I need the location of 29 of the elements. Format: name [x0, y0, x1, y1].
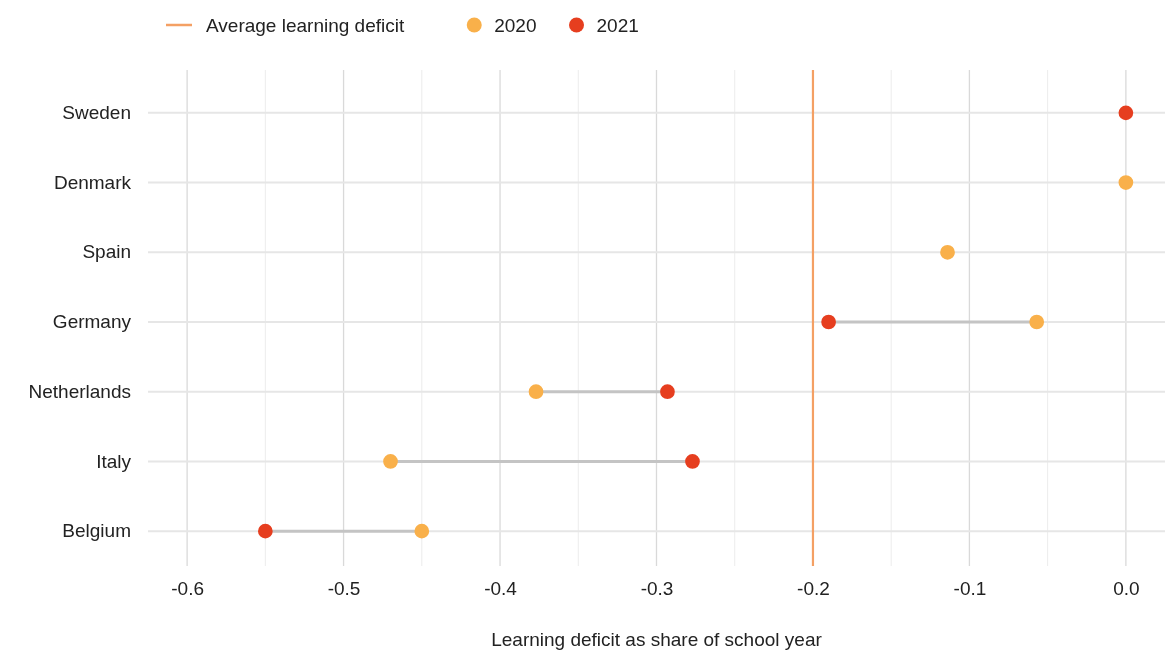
x-tick-label: -0.2 — [797, 578, 830, 600]
point — [660, 384, 675, 400]
y-tick-label: Italy — [96, 450, 132, 472]
x-tick-label: 0.0 — [1113, 578, 1140, 600]
point — [528, 384, 544, 400]
y-tick-label: Belgium — [62, 520, 131, 542]
point — [1118, 105, 1134, 121]
point — [257, 523, 273, 539]
point — [1118, 175, 1134, 190]
point — [821, 314, 836, 330]
x-axis-title: Learning deficit as share of school year — [491, 629, 823, 650]
legend-label: Average learning deficit — [206, 15, 405, 36]
point — [383, 454, 398, 469]
y-tick-label: Denmark — [53, 171, 132, 193]
x-tick-label: -0.5 — [327, 578, 361, 600]
y-tick-label: Sweden — [62, 101, 131, 123]
x-tick-label: -0.4 — [484, 578, 518, 600]
y-tick-label: Spain — [82, 241, 131, 263]
point — [1029, 314, 1045, 330]
legend-label: 2020 — [494, 15, 537, 36]
point — [685, 454, 700, 469]
x-tick-label: -0.1 — [953, 578, 987, 600]
x-tick-label: -0.6 — [171, 578, 204, 600]
point — [940, 244, 955, 260]
y-tick-label: Germany — [52, 311, 132, 333]
y-tick-label: Netherlands — [28, 380, 131, 402]
legend-label: 2021 — [596, 15, 639, 36]
point — [414, 523, 430, 539]
x-tick-label: -0.3 — [640, 578, 674, 600]
